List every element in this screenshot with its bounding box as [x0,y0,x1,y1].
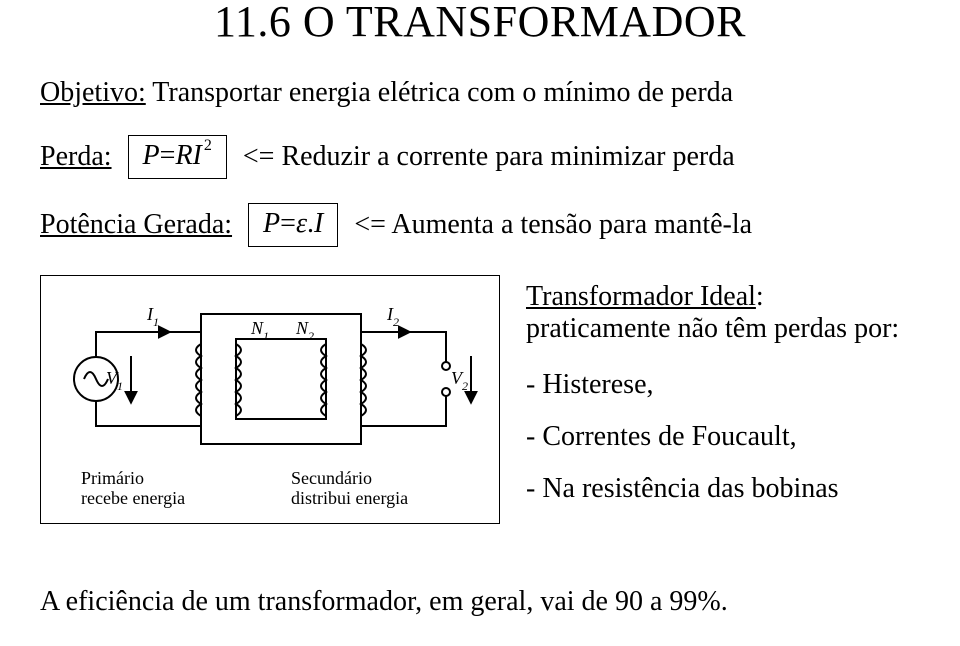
bullet-foucault: - Correntes de Foucault, [526,421,920,453]
power-row: Potência Gerada: P = ε.I <= Aumenta a te… [40,203,920,247]
power-eps: ε [296,208,307,240]
efficiency-line: A eficiência de um transformador, em ger… [40,586,920,618]
loss-RI: RI [175,140,201,172]
figure-and-text: I1 I2 V1 V2 N1 N2 Primário recebe energi… [40,275,920,525]
label-primary-2: recebe energia [81,488,185,508]
loss-formula-box: P = RI2 [128,135,227,179]
power-P: P [263,208,280,240]
loss-note: <= Reduzir a corrente para minimizar per… [243,141,735,173]
power-eq: = [280,208,296,240]
ideal-colon: : [756,281,764,312]
objective-text: Transportar energia elétrica com o mínim… [146,77,733,108]
loss-eq: = [160,140,176,172]
label-secondary-2: distribui energia [291,488,408,508]
transformer-diagram-box: I1 I2 V1 V2 N1 N2 Primário recebe energi… [40,275,500,524]
label-V2: V2 [451,368,468,393]
bullet-histerese: - Histerese, [526,369,920,401]
label-I2: I2 [386,304,399,329]
transformer-diagram: I1 I2 V1 V2 N1 N2 Primário recebe energi… [51,284,491,514]
label-primary-1: Primário [81,468,144,488]
power-label: Potência Gerada: [40,209,232,241]
section-title: 11.6 O TRANSFORMADOR [40,0,920,47]
power-note: <= Aumenta a tensão para mantê-la [354,209,752,241]
bullet-bobinas: - Na resistência das bobinas [526,473,920,505]
ideal-transformer-text: Transformador Ideal: praticamente não tê… [526,275,920,525]
ideal-text: praticamente não têm perdas por: [526,313,899,344]
label-I1: I1 [146,304,159,329]
power-formula-box: P = ε.I [248,203,338,247]
loss-row: Perda: P = RI2 <= Reduzir a corrente par… [40,135,920,179]
loss-P: P [143,140,160,172]
label-secondary-1: Secundário [291,468,372,488]
objective-label: Objetivo: [40,77,146,108]
ideal-label: Transformador Ideal [526,281,756,312]
objective-line: Objetivo: Transportar energia elétrica c… [40,75,920,111]
page: 11.6 O TRANSFORMADOR Objetivo: Transport… [0,0,960,642]
power-I: I [314,208,323,240]
loss-label: Perda: [40,141,112,173]
power-dot: . [307,208,314,240]
loss-exp: 2 [204,137,212,155]
